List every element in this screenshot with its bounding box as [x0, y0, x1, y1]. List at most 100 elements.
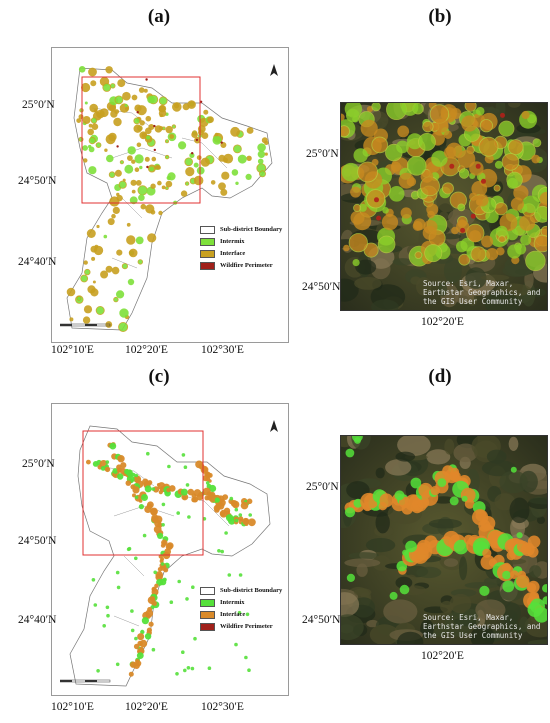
legend-label: Interface — [220, 611, 246, 618]
wui-patch — [181, 650, 185, 654]
lat-label-d-1: 25°0′N — [306, 481, 339, 493]
wui-patch — [96, 669, 100, 673]
wui-patch — [196, 155, 202, 160]
wui-patch — [437, 478, 447, 487]
wui-patch — [516, 574, 530, 588]
wui-patch — [410, 477, 422, 489]
wui-patch — [133, 124, 142, 133]
wui-patch — [161, 523, 165, 527]
wui-patch — [510, 197, 524, 211]
wui-patch — [104, 148, 108, 152]
wui-patch — [114, 109, 120, 114]
wui-patch — [113, 296, 119, 303]
wui-patch — [115, 570, 120, 575]
wui-patch — [127, 146, 136, 155]
wui-patch — [522, 195, 540, 213]
wui-patch — [515, 243, 527, 255]
wui-patch — [134, 104, 142, 112]
wui-patch — [141, 617, 149, 625]
wui-patch — [88, 67, 97, 77]
wui-patch — [107, 218, 115, 226]
wui-patch — [464, 499, 475, 509]
wui-patch — [105, 460, 110, 464]
wui-patch — [457, 203, 466, 212]
wui-patch — [341, 113, 345, 121]
wui-patch — [214, 132, 219, 137]
wui-patch — [350, 186, 362, 198]
wui-patch — [91, 578, 96, 582]
wui-patch — [257, 158, 264, 165]
wui-patch — [164, 154, 170, 160]
wui-patch — [119, 160, 125, 165]
wui-patch — [519, 214, 536, 231]
wui-patch — [89, 103, 98, 113]
wui-patch — [83, 305, 93, 314]
wui-patch — [493, 184, 501, 192]
wui-patch — [158, 210, 163, 216]
wui-patch — [346, 573, 355, 582]
wui-patch — [377, 235, 396, 254]
wui-patch — [396, 140, 409, 154]
wui-patch — [498, 120, 515, 137]
wui-patch — [469, 192, 478, 201]
wui-patch — [405, 540, 417, 553]
wui-patch — [220, 549, 224, 554]
wui-patch — [142, 533, 147, 538]
wui-patch — [134, 167, 140, 172]
legend-a: Sub-district Boundary Intermix Interface… — [200, 224, 282, 272]
wui-patch — [133, 662, 140, 669]
wui-patch — [521, 110, 530, 120]
wui-patch — [108, 171, 116, 178]
wui-patch — [510, 570, 519, 579]
map-frame-a — [51, 47, 289, 343]
wui-patch — [95, 305, 105, 315]
wui-patch — [353, 148, 368, 163]
wui-patch — [360, 119, 378, 137]
wui-patch — [91, 256, 96, 261]
wui-patch — [90, 80, 97, 87]
wui-patch — [90, 117, 98, 124]
lon-label-b: 102°20′E — [421, 316, 464, 328]
wui-patch — [159, 559, 164, 564]
wui-patch — [131, 189, 136, 194]
wui-patch — [158, 109, 167, 117]
satellite-inset-b: Source: Esri, Maxar, Earthstar Geographi… — [340, 102, 548, 311]
wui-patch — [118, 321, 129, 332]
wui-patch — [133, 475, 142, 483]
wui-patch — [148, 621, 154, 627]
wui-patch — [117, 79, 126, 88]
wui-patch — [161, 126, 166, 131]
wui-patch — [376, 215, 382, 221]
wui-patch — [86, 459, 91, 465]
wui-patch — [150, 508, 158, 516]
wui-patch — [169, 485, 176, 492]
inset-box — [82, 430, 204, 556]
panel-label-c: (c) — [148, 366, 170, 387]
wui-patch — [106, 613, 110, 618]
wui-patch — [193, 162, 199, 168]
wui-patch — [105, 265, 113, 273]
wui-patch — [457, 219, 467, 228]
wui-patch — [151, 600, 157, 607]
wui-patch — [128, 671, 134, 677]
wui-patch — [264, 140, 269, 145]
wui-patch — [76, 295, 82, 301]
lat-label-a-3: 24°40′N — [18, 256, 57, 268]
legend-swatch — [200, 623, 215, 631]
wui-patch — [88, 166, 97, 175]
wui-patch — [137, 185, 148, 196]
wui-patch — [353, 203, 362, 212]
wui-patch — [501, 153, 520, 171]
wui-patch — [481, 235, 494, 248]
wui-patch — [198, 129, 204, 136]
wui-patch — [136, 111, 139, 114]
wui-patch — [145, 78, 148, 81]
wui-patch — [78, 66, 86, 73]
wui-patch — [121, 263, 129, 270]
wui-patch — [422, 120, 434, 133]
wui-patch — [167, 172, 176, 181]
wui-patch — [104, 466, 111, 473]
lon-label-c-2: 102°20′E — [125, 701, 168, 713]
wui-patch — [124, 468, 130, 475]
wui-patch — [182, 103, 190, 111]
